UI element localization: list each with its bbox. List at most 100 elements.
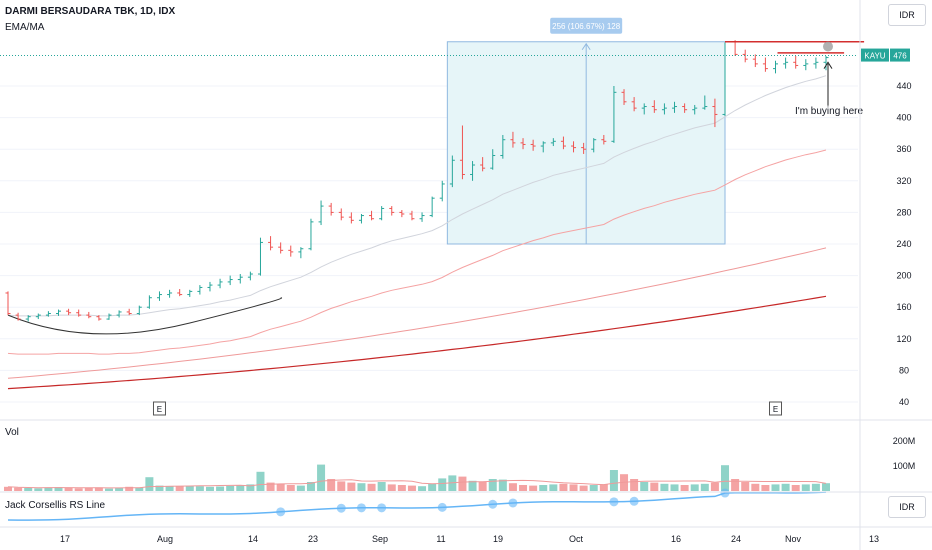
rs-new-high-dot — [336, 503, 346, 513]
volume-bar — [125, 486, 134, 491]
price-tick-label: 280 — [896, 207, 911, 217]
price-tick-label: 120 — [896, 334, 911, 344]
rs-currency-button[interactable]: IDR — [888, 496, 926, 518]
price-tick-label: 440 — [896, 81, 911, 91]
ticker-badge-bg — [861, 48, 889, 62]
measure-label-bg — [550, 17, 623, 34]
volume-bar — [175, 486, 184, 491]
volume-bar — [226, 485, 235, 491]
volume-bar — [256, 471, 265, 491]
price-tick-label: 400 — [896, 113, 911, 123]
volume-bar — [670, 484, 679, 491]
volume-bar — [630, 479, 639, 491]
volume-bar — [700, 483, 709, 491]
volume-bar — [458, 476, 467, 491]
volume-bar — [418, 486, 427, 491]
volume-bar — [407, 485, 416, 491]
volume-bar — [811, 483, 820, 491]
volume-bar — [781, 483, 790, 491]
time-label: 17 — [60, 534, 70, 544]
volume-bar — [357, 483, 366, 491]
volume-bar — [24, 488, 33, 491]
volume-bar — [266, 482, 275, 491]
volume-bar — [751, 483, 760, 491]
rs-pane-title: Jack Corsellis RS Line — [5, 500, 106, 511]
volume-tick-label: 100M — [893, 461, 916, 471]
price-tick-label: 160 — [896, 302, 911, 312]
volume-bar — [478, 482, 487, 491]
volume-bar — [498, 479, 507, 491]
rs-new-high-dot — [508, 498, 518, 508]
volume-bar — [609, 470, 618, 491]
price-badge: 476 — [893, 52, 907, 61]
volume-bar — [529, 485, 538, 491]
moving-averages — [7, 75, 827, 390]
volume-bar — [155, 485, 164, 491]
volume-bar — [731, 479, 740, 491]
volume-bar — [791, 485, 800, 491]
volume-bar — [14, 487, 23, 491]
ma-long-line — [7, 295, 827, 390]
volume-bar — [317, 464, 326, 491]
volume-bar — [690, 484, 699, 491]
rs-new-high-dot — [276, 507, 286, 517]
volume-bar — [145, 477, 154, 491]
price-tick-label: 320 — [896, 176, 911, 186]
volume-bar — [34, 488, 43, 491]
volume-bar — [276, 483, 285, 491]
annotation-text: I'm buying here — [795, 106, 863, 117]
volume-bar — [84, 487, 93, 491]
volume-bar — [246, 484, 255, 491]
measure-arrow-head — [581, 42, 591, 51]
rs-line — [7, 488, 827, 521]
ticker-badge: KAYU — [864, 52, 885, 61]
currency-button[interactable]: IDR — [888, 4, 926, 26]
earnings-marker-box — [152, 401, 166, 416]
volume-bar — [660, 483, 669, 491]
earnings-marker: E — [773, 405, 778, 414]
rs-new-high-dot — [377, 503, 387, 513]
time-label: 16 — [671, 534, 681, 544]
volume-bar — [599, 484, 608, 491]
volume-bar — [508, 483, 517, 491]
volume-bar — [286, 485, 295, 491]
volume-bar — [165, 486, 174, 491]
volume-pane-title: Vol — [5, 427, 19, 438]
volume-bar — [377, 482, 386, 491]
earnings-marker: E — [157, 405, 162, 414]
price-tick-label: 200 — [896, 271, 911, 281]
volume-bar — [741, 482, 750, 491]
volume-bar — [680, 485, 689, 491]
rs-new-high-dot — [720, 488, 730, 498]
time-label: 11 — [436, 534, 445, 544]
volume-bar — [761, 485, 770, 491]
time-label: Oct — [569, 534, 584, 544]
volume-bar — [94, 487, 103, 491]
volume-tick-label: 200M — [893, 436, 916, 446]
volume-bar — [549, 484, 558, 491]
volume-bar — [104, 488, 113, 491]
base-pattern-curve — [7, 297, 283, 335]
price-tick-label: 360 — [896, 144, 911, 154]
time-label: 23 — [308, 534, 318, 544]
ma-slow-line — [7, 247, 827, 379]
volume-bar — [347, 482, 356, 491]
volume-bar — [135, 487, 144, 491]
volume-bar — [428, 483, 437, 491]
time-label: Nov — [785, 534, 802, 544]
volume-bar — [589, 485, 598, 491]
volume-bar — [387, 484, 396, 491]
volume-bar — [64, 488, 73, 491]
volume-bars — [4, 464, 830, 491]
volume-bar — [650, 482, 659, 491]
candles — [5, 40, 829, 322]
volume-bar — [306, 482, 315, 491]
volume-bar — [801, 484, 810, 491]
volume-bar — [367, 483, 376, 491]
volume-bar — [710, 482, 719, 491]
volume-bar — [488, 479, 497, 491]
volume-bar — [216, 486, 225, 491]
indicator-label[interactable]: EMA/MA — [5, 22, 45, 33]
